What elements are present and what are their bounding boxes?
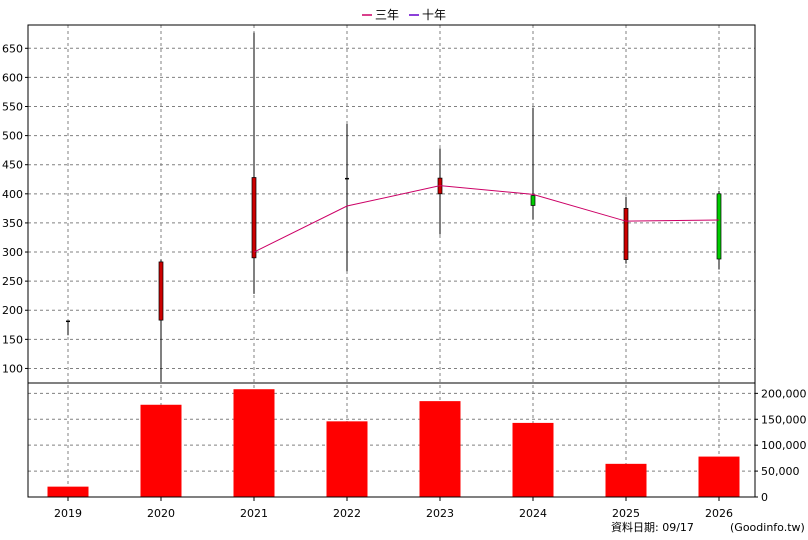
price-tick-label: 650: [2, 42, 23, 55]
legend: 三年 十年: [362, 8, 446, 22]
candle-body: [716, 193, 722, 260]
x-tick-label: 2022: [333, 507, 361, 520]
x-tick-label: 2023: [426, 507, 454, 520]
candle-body: [623, 208, 629, 260]
x-tick-label: 2024: [519, 507, 547, 520]
volume-bar: [140, 404, 182, 497]
volume-tick-label: 100,000: [761, 439, 807, 452]
footer-date: 資料日期: 09/17: [611, 520, 694, 534]
price-tick-label: 100: [2, 362, 23, 375]
volume-bar: [605, 463, 647, 497]
price-tick-label: 600: [2, 71, 23, 84]
volume-tick-label: 150,000: [761, 413, 807, 426]
price-panel-frame: [27, 24, 756, 384]
price-tick-label: 400: [2, 188, 23, 201]
series-line-三年: [253, 185, 720, 253]
candle-body: [251, 177, 257, 259]
price-tick-label: 300: [2, 246, 23, 259]
x-tick-label: 2025: [612, 507, 640, 520]
volume-tick-label: 50,000: [761, 465, 800, 478]
price-tick-label: 250: [2, 275, 23, 288]
legend-label: 十年: [422, 8, 446, 22]
price-tick-label: 450: [2, 159, 23, 172]
moving-average-lines: [253, 185, 720, 253]
volume-panel-frame: [27, 382, 756, 498]
price-tick-label: 200: [2, 304, 23, 317]
footer-source: (Goodinfo.tw): [730, 521, 805, 534]
x-tick-label: 2020: [147, 507, 175, 520]
volume-bar: [326, 421, 368, 497]
volume-bars: [47, 389, 740, 497]
x-tick-label: 2026: [705, 507, 733, 520]
price-tick-label: 500: [2, 130, 23, 143]
price-tick-label: 350: [2, 217, 23, 230]
axes: 100 150 200 250 300 350 400 450 500 550 600 650 0 50,…: [2, 24, 807, 520]
volume-tick-label: 200,000: [761, 387, 807, 400]
x-tick-label: 2021: [240, 507, 268, 520]
x-tick-label: 2019: [54, 507, 82, 520]
legend-label: 三年: [375, 8, 399, 22]
price-tick-label: 150: [2, 333, 23, 346]
candle-body: [158, 261, 164, 321]
volume-bar: [47, 486, 89, 497]
volume-tick-label: 0: [761, 491, 768, 504]
candle-body: [530, 195, 536, 206]
volume-bar: [698, 456, 740, 497]
volume-bar: [233, 389, 275, 497]
volume-bar: [419, 401, 461, 497]
candlesticks: [66, 32, 722, 382]
price-tick-label: 550: [2, 100, 23, 113]
volume-bar: [512, 422, 554, 497]
grid-lines: [28, 25, 755, 497]
